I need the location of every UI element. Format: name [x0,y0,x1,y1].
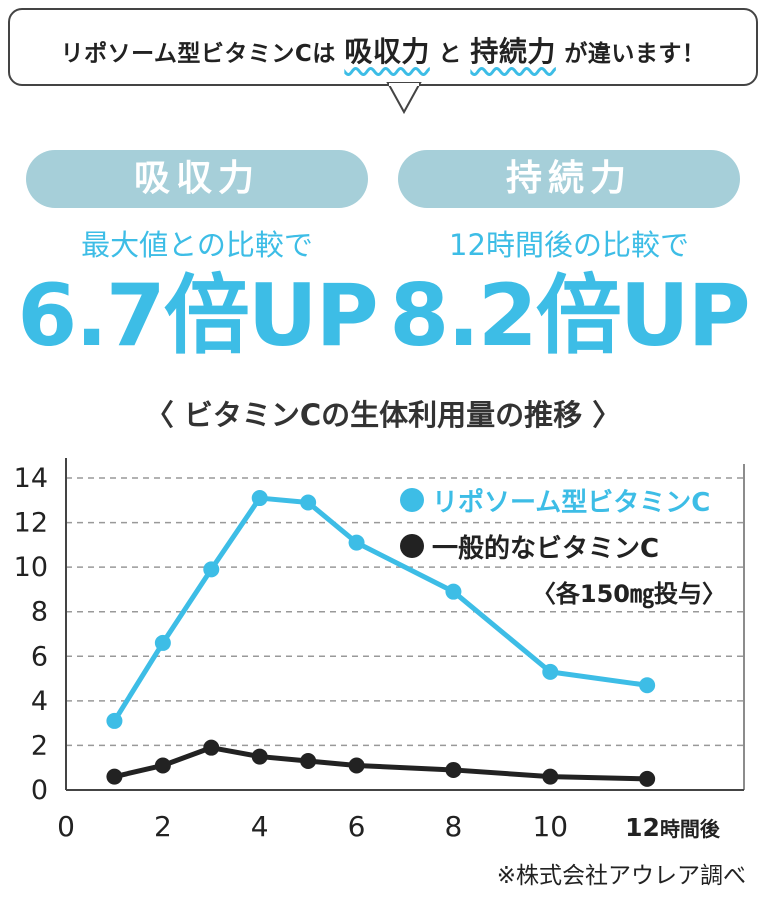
data-point-1-6 [445,761,462,778]
data-point-1-4 [300,753,317,770]
bubble-tail [386,82,422,115]
header-text: リポソーム型ビタミンCは 吸収力 と 持続力 が違います！ [10,30,756,70]
absorption-pill: 吸収力 [26,150,368,208]
header-joiner: と [438,41,462,67]
data-point-0-8 [639,677,656,694]
data-point-1-1 [154,757,171,774]
x-tick-label-0: 0 [57,810,75,843]
header-prefix: リポソーム型ビタミンCは [60,41,336,67]
y-tick-label-14: 14 [14,463,48,494]
data-point-0-4 [300,494,317,511]
header-word-duration: 持続力 [470,35,556,68]
x-tick-label-10: 10 [532,810,568,843]
data-point-1-2 [203,739,220,756]
data-point-0-5 [348,534,365,551]
x-tick-label-2: 2 [154,810,172,843]
data-point-0-2 [203,561,220,578]
data-point-0-7 [542,663,559,680]
data-point-1-8 [639,770,656,787]
data-point-1-7 [542,768,559,785]
data-point-1-5 [348,757,365,774]
y-tick-label-0: 0 [31,775,48,806]
legend-marker-0 [400,488,424,512]
data-point-0-3 [251,490,268,507]
header-bubble: リポソーム型ビタミンCは 吸収力 と 持続力 が違います！ [8,8,758,86]
duration-subtitle: 12時間後の比較で [449,228,689,262]
line-chart: 0 2 4 6 8 10 12 14 0 2 4 6 8 10 12時間後 リポソーム型ビタミンC 一般的なビ… [14,458,745,843]
legend-label-0: リポソーム型ビタミンC [432,487,710,518]
duration-value: 8.2倍UP [389,266,750,366]
data-point-0-6 [445,583,462,600]
y-tick-label-8: 8 [31,597,48,628]
y-tick-label-10: 10 [14,552,48,583]
chart-title: 〈 ビタミンCの生体利用量の推移 〉 [144,398,622,432]
legend-marker-1 [400,534,424,558]
y-tick-label-4: 4 [31,686,48,717]
series-line-0 [111,495,650,724]
x-tick-label-6: 6 [348,810,366,843]
y-tick-label-12: 12 [14,508,48,539]
data-point-0-1 [154,634,171,651]
y-tick-label-2: 2 [31,730,48,761]
y-tick-label-6: 6 [31,641,48,672]
source-note: ※株式会社アウレア調べ [496,863,746,889]
x-tick-label-8: 8 [445,810,463,843]
header-suffix: が違います！ [564,41,706,67]
legend-note: 〈各150㎎投与〉 [532,580,726,609]
x-tick-label-12: 12時間後 [625,813,721,842]
data-point-0-0 [106,712,123,729]
duration-pill: 持続力 [398,150,740,208]
absorption-value: 6.7倍UP [17,266,378,366]
data-point-1-3 [251,748,268,765]
data-point-1-0 [106,768,123,785]
absorption-subtitle: 最大値との比較で [81,228,313,262]
legend-label-1: 一般的なビタミンC [432,533,659,564]
header-word-absorption: 吸収力 [344,35,430,68]
series-line-1 [111,745,650,782]
x-unit-label: 時間後 [660,817,721,841]
x-tick-label-4: 4 [251,810,269,843]
